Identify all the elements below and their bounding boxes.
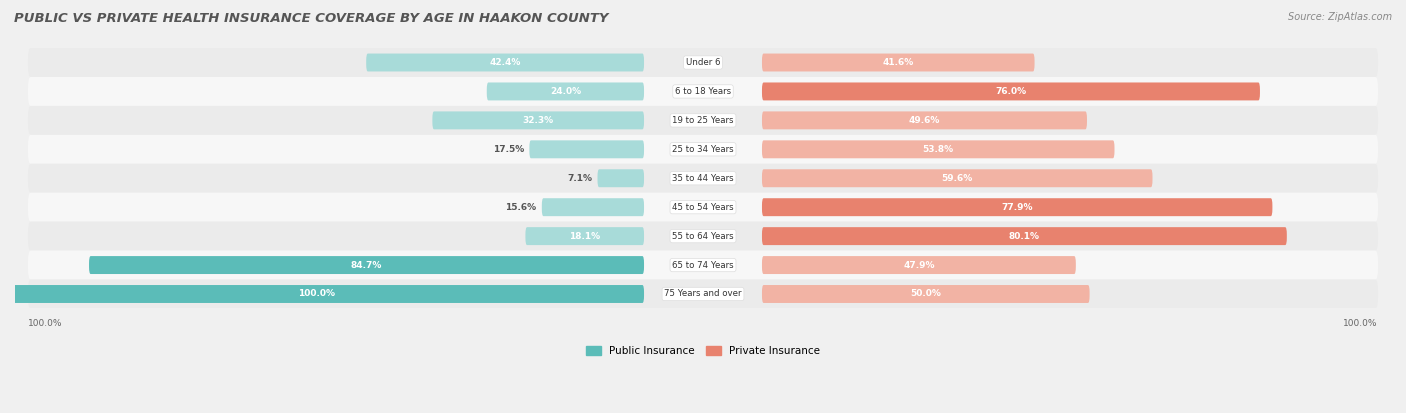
Text: 6 to 18 Years: 6 to 18 Years bbox=[675, 87, 731, 96]
FancyBboxPatch shape bbox=[28, 251, 1378, 280]
Legend: Public Insurance, Private Insurance: Public Insurance, Private Insurance bbox=[581, 342, 825, 361]
FancyBboxPatch shape bbox=[762, 83, 1260, 100]
FancyBboxPatch shape bbox=[28, 77, 1378, 106]
Text: 100.0%: 100.0% bbox=[28, 320, 63, 328]
Text: 50.0%: 50.0% bbox=[910, 290, 941, 299]
FancyBboxPatch shape bbox=[28, 135, 1378, 164]
FancyBboxPatch shape bbox=[762, 54, 1035, 71]
Text: Source: ZipAtlas.com: Source: ZipAtlas.com bbox=[1288, 12, 1392, 22]
FancyBboxPatch shape bbox=[0, 285, 644, 303]
Text: 7.1%: 7.1% bbox=[567, 174, 592, 183]
FancyBboxPatch shape bbox=[762, 256, 1076, 274]
FancyBboxPatch shape bbox=[762, 198, 1272, 216]
FancyBboxPatch shape bbox=[598, 169, 644, 187]
Text: 25 to 34 Years: 25 to 34 Years bbox=[672, 145, 734, 154]
Text: 45 to 54 Years: 45 to 54 Years bbox=[672, 203, 734, 212]
Text: 24.0%: 24.0% bbox=[550, 87, 581, 96]
FancyBboxPatch shape bbox=[526, 227, 644, 245]
Text: 42.4%: 42.4% bbox=[489, 58, 520, 67]
Text: 53.8%: 53.8% bbox=[922, 145, 953, 154]
Text: 59.6%: 59.6% bbox=[942, 174, 973, 183]
Text: 49.6%: 49.6% bbox=[908, 116, 941, 125]
Text: 80.1%: 80.1% bbox=[1010, 232, 1040, 241]
FancyBboxPatch shape bbox=[530, 140, 644, 158]
Text: 41.6%: 41.6% bbox=[883, 58, 914, 67]
FancyBboxPatch shape bbox=[762, 227, 1286, 245]
Text: 35 to 44 Years: 35 to 44 Years bbox=[672, 174, 734, 183]
FancyBboxPatch shape bbox=[28, 222, 1378, 251]
Text: 47.9%: 47.9% bbox=[903, 261, 935, 270]
Text: 55 to 64 Years: 55 to 64 Years bbox=[672, 232, 734, 241]
Text: 19 to 25 Years: 19 to 25 Years bbox=[672, 116, 734, 125]
Text: 15.6%: 15.6% bbox=[505, 203, 537, 212]
Text: 17.5%: 17.5% bbox=[494, 145, 524, 154]
FancyBboxPatch shape bbox=[486, 83, 644, 100]
Text: Under 6: Under 6 bbox=[686, 58, 720, 67]
FancyBboxPatch shape bbox=[366, 54, 644, 71]
Text: 65 to 74 Years: 65 to 74 Years bbox=[672, 261, 734, 270]
FancyBboxPatch shape bbox=[28, 48, 1378, 77]
FancyBboxPatch shape bbox=[541, 198, 644, 216]
FancyBboxPatch shape bbox=[762, 140, 1115, 158]
Text: 77.9%: 77.9% bbox=[1001, 203, 1033, 212]
FancyBboxPatch shape bbox=[89, 256, 644, 274]
FancyBboxPatch shape bbox=[762, 169, 1153, 187]
FancyBboxPatch shape bbox=[433, 112, 644, 129]
Text: 32.3%: 32.3% bbox=[523, 116, 554, 125]
Text: 18.1%: 18.1% bbox=[569, 232, 600, 241]
Text: 84.7%: 84.7% bbox=[352, 261, 382, 270]
Text: PUBLIC VS PRIVATE HEALTH INSURANCE COVERAGE BY AGE IN HAAKON COUNTY: PUBLIC VS PRIVATE HEALTH INSURANCE COVER… bbox=[14, 12, 609, 25]
Text: 75 Years and over: 75 Years and over bbox=[664, 290, 742, 299]
Text: 76.0%: 76.0% bbox=[995, 87, 1026, 96]
FancyBboxPatch shape bbox=[762, 112, 1087, 129]
FancyBboxPatch shape bbox=[762, 285, 1090, 303]
FancyBboxPatch shape bbox=[28, 164, 1378, 193]
Text: 100.0%: 100.0% bbox=[1343, 320, 1378, 328]
FancyBboxPatch shape bbox=[28, 280, 1378, 309]
Text: 100.0%: 100.0% bbox=[298, 290, 335, 299]
FancyBboxPatch shape bbox=[28, 193, 1378, 222]
FancyBboxPatch shape bbox=[28, 106, 1378, 135]
